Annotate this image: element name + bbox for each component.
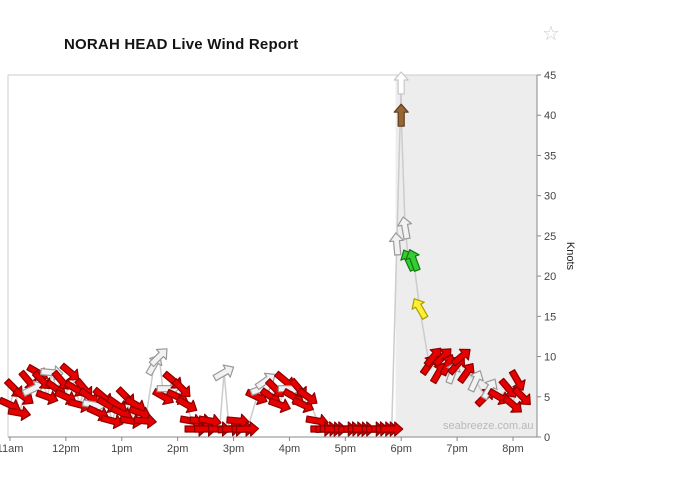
wind-arrow bbox=[267, 397, 291, 414]
page-title: NORAH HEAD Live Wind Report bbox=[64, 36, 299, 53]
wind-arrow bbox=[18, 369, 37, 390]
y-tick-label: 20 bbox=[544, 271, 556, 283]
x-tick-label: 8pm bbox=[502, 443, 523, 455]
wind-arrow bbox=[411, 298, 429, 320]
y-tick-label: 10 bbox=[544, 352, 556, 364]
wind-arrow bbox=[502, 394, 523, 413]
x-tick-label: 11am bbox=[0, 443, 23, 455]
wind-arrow bbox=[100, 414, 124, 430]
watermark: seabreeze.com.au bbox=[443, 420, 534, 432]
wind-arrow bbox=[450, 348, 471, 367]
wind-arrow bbox=[133, 413, 157, 429]
wind-arrow bbox=[148, 348, 168, 368]
wind-arrow bbox=[235, 421, 260, 437]
wind-arrow bbox=[393, 71, 409, 95]
wind-arrow bbox=[508, 369, 526, 391]
x-tick-label: 4pm bbox=[279, 443, 300, 455]
y-tick-label: 25 bbox=[544, 231, 556, 243]
wind-arrow bbox=[393, 103, 409, 127]
x-tick-label: 7pm bbox=[446, 443, 467, 455]
x-tick-label: 6pm bbox=[391, 443, 412, 455]
wind-arrow bbox=[175, 396, 198, 413]
y-tick-label: 30 bbox=[544, 191, 556, 203]
wind-arrow bbox=[480, 378, 498, 401]
wind-arrow bbox=[171, 378, 191, 398]
y-tick-label: 40 bbox=[544, 110, 556, 122]
y-tick-label: 45 bbox=[544, 70, 556, 82]
wind-arrow bbox=[7, 405, 31, 421]
wind-arrow bbox=[35, 389, 59, 406]
chart-foreground-layer bbox=[0, 71, 531, 437]
wind-arrow bbox=[405, 249, 421, 272]
y-tick-label: 0 bbox=[544, 432, 550, 444]
wind-arrow bbox=[212, 364, 235, 382]
favorite-star-icon[interactable]: ☆ bbox=[542, 23, 560, 45]
x-tick-label: 2pm bbox=[167, 443, 188, 455]
x-tick-label: 1pm bbox=[111, 443, 132, 455]
y-tick-label: 15 bbox=[544, 311, 556, 323]
wind-arrow bbox=[388, 232, 405, 256]
wind-arrow bbox=[512, 386, 531, 406]
wind-arrow bbox=[59, 362, 80, 381]
y-tick-label: 5 bbox=[544, 392, 550, 404]
wind-arrow bbox=[467, 370, 484, 393]
wind-arrow bbox=[397, 216, 413, 240]
x-tick-label: 12pm bbox=[52, 443, 80, 455]
y-tick-label: 35 bbox=[544, 150, 556, 162]
x-tick-label: 5pm bbox=[335, 443, 356, 455]
wind-arrow bbox=[380, 421, 404, 437]
wind-arrow bbox=[296, 387, 318, 405]
x-tick-label: 3pm bbox=[223, 443, 244, 455]
y-axis-title: Knots bbox=[564, 242, 576, 271]
